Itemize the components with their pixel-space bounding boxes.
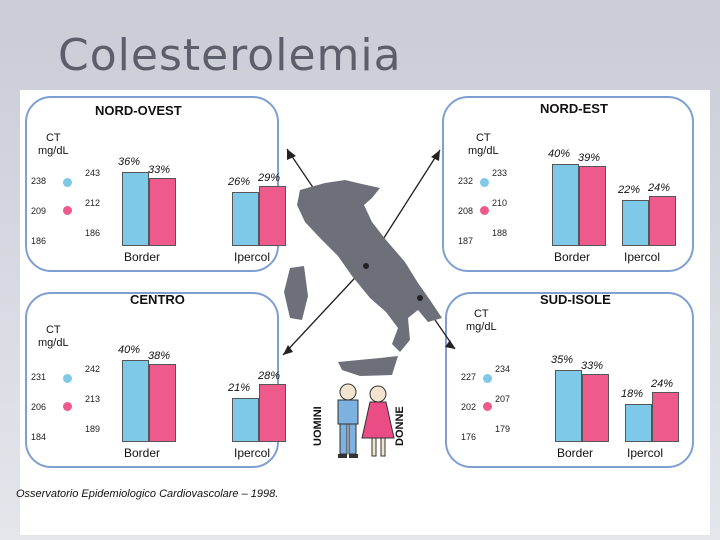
sardinia-map: [284, 266, 308, 320]
women-value: 213: [85, 394, 101, 404]
men-value: 208: [458, 206, 474, 216]
pct-men: 26%: [228, 176, 251, 188]
men-value: 206: [31, 402, 47, 412]
women-bar: [149, 178, 176, 246]
pct-women: 38%: [148, 350, 171, 362]
women-value: 189: [85, 424, 101, 434]
source-note: Osservatorio Epidemiologico Cardiovascol…: [16, 488, 279, 500]
women-bar: [649, 196, 676, 246]
women-bar: [259, 384, 286, 442]
men-dot: [63, 374, 72, 383]
pct-women: 33%: [581, 360, 604, 372]
women-value: 179: [495, 424, 511, 434]
pct-women: 33%: [148, 164, 171, 176]
ct-label: CT mg/dL: [466, 308, 497, 333]
women-value: 242: [85, 364, 101, 374]
men-value: 227: [461, 372, 477, 382]
category-label: Ipercol: [234, 446, 271, 460]
pct-men: 36%: [118, 156, 141, 168]
region-title: CENTRO: [130, 292, 185, 307]
women-value: 212: [85, 198, 101, 208]
women-dot: [480, 206, 489, 215]
region-title: SUD-ISOLE: [540, 292, 611, 307]
region-title: NORD-EST: [540, 101, 608, 116]
italy-map: [297, 180, 442, 352]
category-label: Ipercol: [627, 446, 664, 460]
women-value: 233: [492, 168, 508, 178]
women-value: 210: [492, 198, 508, 208]
pct-women: 39%: [578, 152, 601, 164]
women-dot: [483, 402, 492, 411]
men-dot: [483, 374, 492, 383]
men-bar: [555, 370, 582, 442]
pct-men: 40%: [548, 148, 571, 160]
men-value: 231: [31, 372, 47, 382]
pct-women: 28%: [258, 370, 281, 382]
men-value: 202: [461, 402, 477, 412]
category-label: Border: [124, 250, 161, 264]
women-value: 243: [85, 168, 101, 178]
arrow-c: [282, 265, 367, 356]
men-dot: [63, 178, 72, 187]
men-bar: [625, 404, 652, 442]
women-bar: [259, 186, 286, 246]
woman-figure: [361, 385, 395, 457]
category-label: Ipercol: [624, 250, 661, 264]
women-bar: [652, 392, 679, 442]
women-dot: [63, 206, 72, 215]
pct-men: 21%: [228, 382, 251, 394]
men-dot: [480, 178, 489, 187]
men-value: 187: [458, 236, 474, 246]
pct-women: 24%: [648, 182, 671, 194]
women-value: 188: [492, 228, 508, 238]
pct-men: 40%: [118, 344, 141, 356]
women-value: 186: [85, 228, 101, 238]
category-label: Border: [124, 446, 161, 460]
ct-label: CT mg/dL: [38, 132, 69, 157]
men-bar: [122, 172, 149, 246]
pct-men: 35%: [551, 354, 574, 366]
women-bar: [149, 364, 176, 442]
men-value: 184: [31, 432, 47, 442]
pct-men: 18%: [621, 388, 644, 400]
legend-women: DONNE: [394, 406, 406, 446]
men-value: 238: [31, 176, 47, 186]
ct-label: CT mg/dL: [468, 132, 499, 157]
ct-label: CT mg/dL: [38, 324, 69, 349]
men-value: 176: [461, 432, 477, 442]
pct-women: 29%: [258, 172, 281, 184]
women-value: 207: [495, 394, 511, 404]
category-label: Border: [557, 446, 594, 460]
men-value: 232: [458, 176, 474, 186]
men-bar: [622, 200, 649, 246]
men-bar: [122, 360, 149, 442]
region-title: NORD-OVEST: [95, 103, 182, 118]
men-value: 209: [31, 206, 47, 216]
women-bar: [582, 374, 609, 442]
men-value: 186: [31, 236, 47, 246]
sicily-map: [338, 356, 398, 376]
men-bar: [552, 164, 579, 246]
category-label: Border: [554, 250, 591, 264]
category-label: Ipercol: [234, 250, 271, 264]
pct-women: 24%: [651, 378, 674, 390]
women-dot: [63, 402, 72, 411]
women-bar: [579, 166, 606, 246]
legend-men: UOMINI: [312, 406, 324, 446]
men-bar: [232, 398, 259, 442]
page-title: Colesterolemia: [58, 30, 402, 81]
women-value: 234: [495, 364, 511, 374]
man-figure: [337, 383, 359, 458]
pct-men: 22%: [618, 184, 641, 196]
man-woman-figures: [337, 383, 395, 458]
men-bar: [232, 192, 259, 246]
